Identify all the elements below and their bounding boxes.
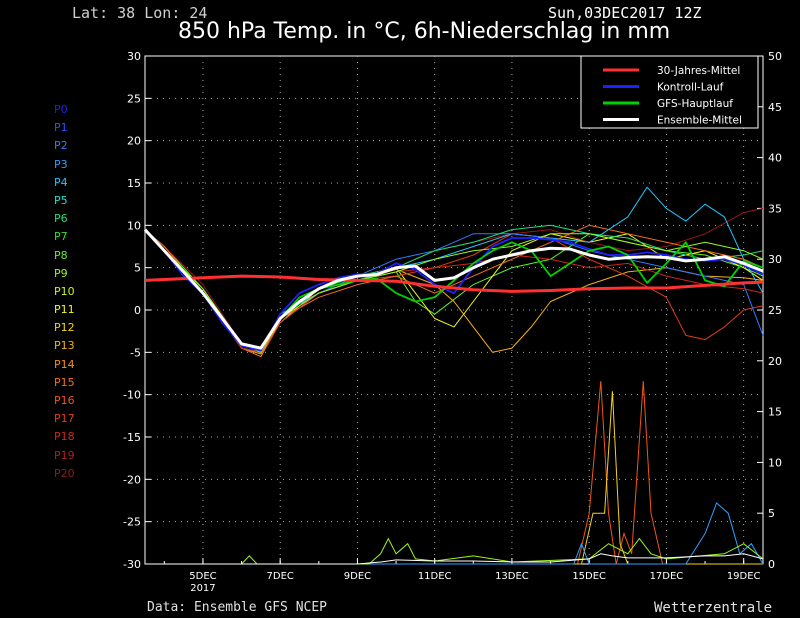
location-label: Lat: 38 Lon: 24 [72, 4, 208, 22]
legend-label: 30-Jahres-Mittel [657, 65, 740, 77]
legend-box [580, 55, 759, 129]
member-label: P15 [54, 375, 75, 389]
member-label: P14 [54, 357, 75, 371]
y-tick-label: 10 [127, 219, 141, 232]
temp-line-p9 [144, 229, 764, 353]
x-tick-sublabel: 2017 [190, 583, 215, 594]
y-tick-label: -25 [123, 516, 141, 529]
temp-line-ensemble-mittel [143, 228, 764, 350]
y2-tick-label: 30 [768, 253, 782, 266]
y-tick-label: -20 [123, 473, 141, 486]
x-tick-label: 19DEC [727, 571, 761, 582]
x-tick-label: 7DEC [267, 571, 294, 582]
precip-line-p9 [145, 537, 764, 565]
y2-tick-label: 20 [768, 355, 782, 368]
x-tick-label: 11DEC [418, 571, 452, 582]
y-tick-label: 30 [127, 50, 141, 63]
temp-line-p2 [144, 229, 764, 353]
legend-label: Ensemble-Mittel [657, 115, 742, 127]
member-label: P7 [54, 230, 68, 244]
temp-line-p15 [144, 224, 764, 358]
y-tick-label: -5 [130, 346, 141, 359]
precip-line-p12 [145, 391, 763, 565]
member-label: P9 [54, 266, 68, 280]
precip-line-p16 [145, 381, 763, 565]
member-label: P2 [54, 139, 68, 153]
y-tick-label: 25 [127, 92, 141, 105]
y2-tick-label: 15 [768, 406, 782, 419]
y2-tick-label: 40 [768, 152, 782, 165]
y-tick-label: -15 [123, 431, 141, 444]
member-label: P0 [54, 103, 68, 116]
temp-line-kontroll-lauf [144, 228, 764, 352]
y2-tick-label: 0 [768, 558, 775, 571]
member-label: P6 [54, 212, 68, 226]
precip-line-p3 [145, 502, 764, 565]
member-label: P3 [54, 157, 68, 171]
member-label: P8 [54, 248, 68, 262]
run-timestamp: Sun,03DEC2017 12Z [548, 4, 702, 22]
x-tick-label: 5DEC [189, 571, 216, 582]
x-tick-label: 13DEC [495, 571, 529, 582]
y2-tick-label: 35 [768, 202, 782, 215]
member-label: P12 [54, 321, 75, 335]
temp-line-p11 [144, 229, 764, 353]
y-tick-label: 0 [134, 304, 141, 317]
legend-label: GFS-Hauptlauf [657, 98, 733, 110]
member-label: P17 [54, 412, 75, 426]
legend-label: Kontroll-Lauf [657, 82, 724, 94]
x-tick-label: 17DEC [650, 571, 684, 582]
member-label: P19 [54, 448, 75, 462]
member-label: P18 [54, 430, 75, 444]
y2-tick-label: 25 [768, 304, 782, 317]
member-label: P13 [54, 339, 75, 353]
precip-line-ensemble-mittel [145, 553, 764, 565]
y2-tick-label: 50 [768, 50, 782, 63]
chart-title: 850 hPa Temp. in °C, 6h-Niederschlag in … [178, 19, 671, 44]
brand-label: Wetterzentrale [654, 600, 773, 616]
member-label: P5 [54, 193, 68, 207]
plot-frame [144, 55, 764, 565]
member-label: P1 [54, 121, 68, 135]
y-tick-label: 20 [127, 135, 141, 148]
member-label: P10 [54, 284, 75, 298]
y-tick-label: 5 [134, 262, 141, 275]
temp-line-p8 [144, 229, 764, 353]
member-label: P16 [54, 394, 75, 407]
member-label: P20 [54, 466, 75, 480]
x-tick-label: 15DEC [572, 571, 606, 582]
x-tick-label: 9DEC [344, 571, 371, 582]
ensemble-member-list: P0 P1 P2 P3 P4 P5 P6 P7 P8 P9 P10 P11 P12 P13 P14 P15 P1… [54, 101, 75, 483]
temp-line-p18 [144, 229, 764, 353]
y2-tick-label: 5 [768, 507, 775, 520]
y2-tick-label: 10 [768, 456, 782, 469]
member-label: P4 [54, 175, 68, 189]
member-label: P11 [54, 303, 75, 317]
y-tick-label: 15 [127, 177, 141, 190]
y-tick-label: -10 [123, 389, 141, 402]
y2-tick-label: 45 [768, 101, 782, 114]
y-tick-label: -30 [123, 558, 141, 571]
temp-line-30-jahres-mittel [144, 274, 764, 293]
data-source-label: Data: Ensemble GFS NCEP [147, 600, 328, 615]
